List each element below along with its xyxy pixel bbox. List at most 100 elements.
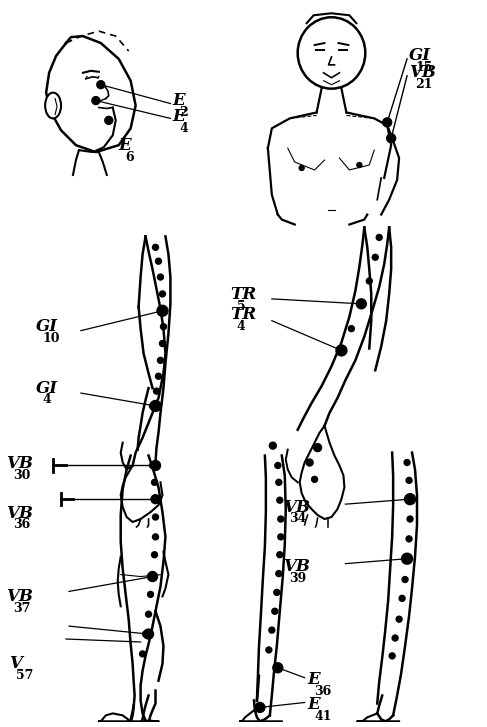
Circle shape <box>151 495 160 504</box>
Circle shape <box>151 552 157 558</box>
Circle shape <box>159 291 166 297</box>
Text: GI: GI <box>409 47 431 65</box>
Circle shape <box>356 299 366 309</box>
Text: 4: 4 <box>43 393 52 406</box>
Text: TR: TR <box>230 286 256 303</box>
Text: VB: VB <box>6 505 33 521</box>
Circle shape <box>152 514 158 520</box>
Circle shape <box>272 608 278 614</box>
Circle shape <box>161 308 167 314</box>
Circle shape <box>159 340 166 347</box>
Circle shape <box>392 635 398 641</box>
Text: 5: 5 <box>237 300 245 313</box>
Circle shape <box>155 258 162 264</box>
Text: 36: 36 <box>13 518 30 531</box>
Circle shape <box>140 651 146 657</box>
Text: V: V <box>9 655 22 672</box>
Text: 2: 2 <box>179 106 187 119</box>
Circle shape <box>366 278 372 284</box>
Circle shape <box>299 166 304 170</box>
Circle shape <box>152 534 158 540</box>
Circle shape <box>404 555 410 562</box>
Circle shape <box>348 326 355 332</box>
Circle shape <box>407 516 413 522</box>
Text: 37: 37 <box>13 602 30 615</box>
Text: 30: 30 <box>13 469 30 482</box>
Text: TR: TR <box>230 306 256 324</box>
Circle shape <box>405 494 415 505</box>
Circle shape <box>155 373 162 379</box>
Circle shape <box>396 616 402 622</box>
Circle shape <box>144 629 153 639</box>
Circle shape <box>336 345 347 356</box>
Text: E: E <box>172 108 185 125</box>
Circle shape <box>269 627 275 633</box>
Circle shape <box>387 134 395 142</box>
Circle shape <box>406 478 412 483</box>
Text: 4: 4 <box>179 122 187 134</box>
Circle shape <box>357 163 362 167</box>
Circle shape <box>338 348 344 353</box>
Circle shape <box>105 116 113 124</box>
Circle shape <box>151 479 157 486</box>
Ellipse shape <box>298 17 365 89</box>
Circle shape <box>372 254 378 260</box>
Text: GI: GI <box>36 318 58 335</box>
Text: 6: 6 <box>125 150 134 164</box>
Text: 57: 57 <box>16 669 33 682</box>
Circle shape <box>277 552 283 558</box>
Circle shape <box>157 358 164 364</box>
Text: 15: 15 <box>415 61 433 74</box>
Text: 34: 34 <box>289 513 307 526</box>
Text: E: E <box>119 137 131 153</box>
Circle shape <box>266 647 272 653</box>
Circle shape <box>273 663 283 672</box>
Circle shape <box>389 653 395 659</box>
Text: E: E <box>308 671 320 688</box>
Circle shape <box>150 403 155 409</box>
Text: 4: 4 <box>237 320 245 333</box>
Text: VB: VB <box>283 558 310 575</box>
Circle shape <box>383 118 392 126</box>
Circle shape <box>314 443 321 451</box>
Circle shape <box>153 388 159 394</box>
Circle shape <box>399 595 405 601</box>
Ellipse shape <box>45 92 61 119</box>
Circle shape <box>275 462 281 468</box>
Circle shape <box>358 301 364 307</box>
Circle shape <box>276 479 282 486</box>
Circle shape <box>402 577 408 582</box>
Circle shape <box>148 571 157 582</box>
Text: 41: 41 <box>314 710 332 723</box>
Text: VB: VB <box>283 499 310 515</box>
Circle shape <box>255 702 265 712</box>
Circle shape <box>306 459 313 466</box>
Circle shape <box>157 305 168 316</box>
Circle shape <box>274 590 280 595</box>
Circle shape <box>406 536 412 542</box>
Text: GI: GI <box>36 379 58 397</box>
Circle shape <box>402 553 412 564</box>
Circle shape <box>143 631 149 637</box>
Circle shape <box>312 476 318 482</box>
Text: E: E <box>308 696 320 713</box>
Text: 39: 39 <box>289 572 307 585</box>
Text: VB: VB <box>6 588 33 605</box>
Circle shape <box>276 571 282 577</box>
Text: VB: VB <box>6 455 33 472</box>
Circle shape <box>278 534 284 540</box>
Circle shape <box>150 460 161 470</box>
Circle shape <box>152 244 158 250</box>
Circle shape <box>148 592 153 598</box>
Text: E: E <box>172 92 185 109</box>
Circle shape <box>277 497 283 503</box>
Text: 21: 21 <box>415 78 433 91</box>
Circle shape <box>150 401 161 411</box>
Circle shape <box>92 97 100 105</box>
Circle shape <box>150 462 155 468</box>
Circle shape <box>157 274 164 280</box>
Circle shape <box>146 611 151 617</box>
Text: 36: 36 <box>314 685 332 698</box>
Text: VB: VB <box>409 64 436 81</box>
Circle shape <box>152 497 158 502</box>
